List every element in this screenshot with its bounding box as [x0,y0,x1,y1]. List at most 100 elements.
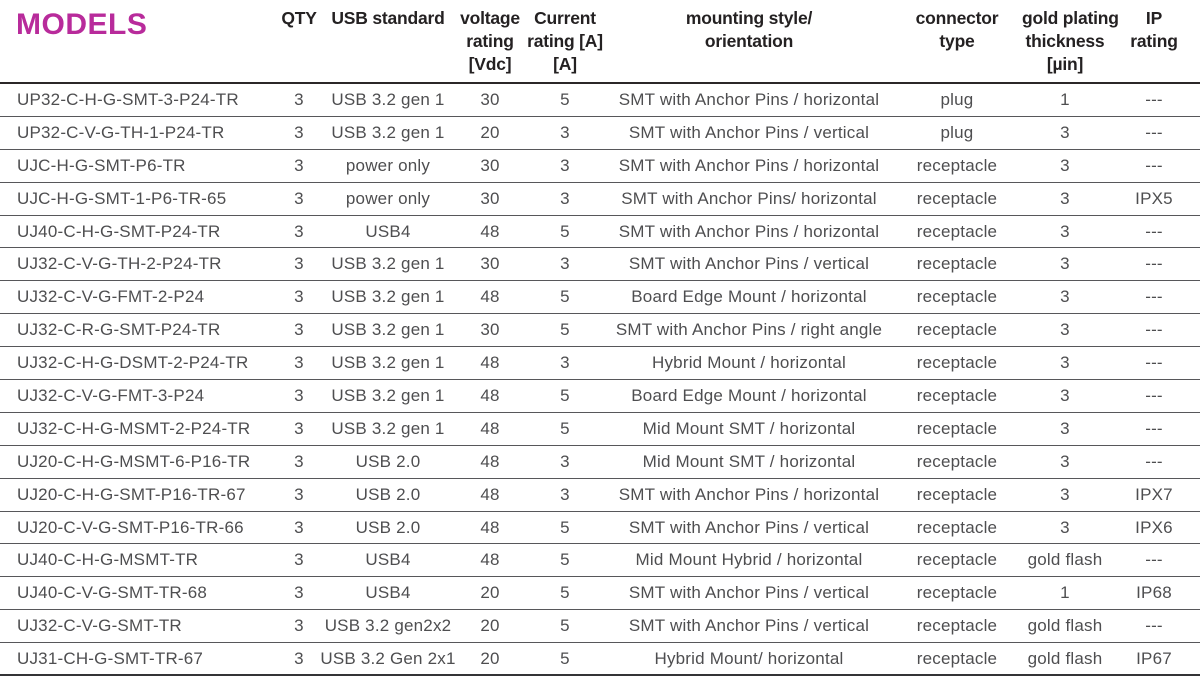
table-row: UJC-H-G-SMT-1-P6-TR-65 3 power only 30 3 SMT … [0,183,1200,216]
table-row: UJ32-C-H-G-DSMT-2-P24-TR 3 USB 3.2 gen 1 48… [0,347,1200,381]
cell-ip: IP68 [1136,583,1172,603]
cell-voltage: 30 [480,188,500,208]
cell-connector: receptacle [916,484,998,504]
cell-connector: receptacle [916,550,998,570]
cell-qty: 3 [294,188,304,208]
cell-qty: 3 [294,155,304,175]
cell-connector: receptacle [916,188,998,208]
cell-gold: 3 [1060,320,1070,340]
table-body: UP32-C-H-G-SMT-3-P24-TR 3 USB 3.2 gen 1 30 5… [0,84,1200,677]
cell-voltage: 30 [480,320,500,340]
cell-usb: USB 3.2 gen2x2 [324,616,452,636]
cell-usb: USB4 [365,550,411,570]
cell-qty: 3 [294,550,304,570]
column-header-mounting: mounting style/orientation [606,7,892,53]
cell-ip: --- [1145,320,1163,340]
cell-gold: 3 [1060,353,1070,373]
cell-connector: receptacle [916,320,998,340]
cell-qty: 3 [294,484,304,504]
cell-usb: USB 3.2 gen 1 [331,254,445,274]
table-row: UP32-C-H-G-SMT-3-P24-TR 3 USB 3.2 gen 1 30 5… [0,84,1200,117]
cell-current: 5 [560,648,570,668]
cell-ip: --- [1145,353,1163,373]
cell-usb: USB4 [365,221,411,241]
cell-usb: USB 3.2 gen 1 [331,385,445,405]
cell-connector: receptacle [916,287,998,307]
cell-model: UJ32-C-R-G-SMT-P24-TR [17,320,221,340]
table-row: UJ32-C-V-G-FMT-3-P24 3 USB 3.2 gen 1 48 5 Boa… [0,380,1200,413]
cell-mounting: SMT with Anchor Pins / vertical [628,583,870,603]
cell-mounting: SMT with Anchor Pins / horizontal [618,221,880,241]
cell-qty: 3 [294,221,304,241]
cell-voltage: 48 [480,451,500,471]
cell-connector: receptacle [916,517,998,537]
column-header-line: rating [466,31,514,51]
cell-ip: IP67 [1136,648,1172,668]
cell-voltage: 20 [480,122,500,142]
cell-usb: USB 3.2 gen 1 [331,418,445,438]
cell-current: 5 [560,287,570,307]
cell-voltage: 48 [480,385,500,405]
cell-qty: 3 [294,353,304,373]
cell-current: 3 [560,254,570,274]
cell-usb: USB 2.0 [355,451,421,471]
cell-connector: receptacle [916,616,998,636]
column-header-line: thickness [1025,31,1105,51]
cell-voltage: 48 [480,517,500,537]
cell-voltage: 30 [480,254,500,274]
cell-usb: USB 3.2 Gen 2x1 [320,648,456,668]
cell-ip: IPX6 [1135,517,1173,537]
cell-mounting: Board Edge Mount / horizontal [631,287,867,307]
cell-mounting: SMT with Anchor Pins / horizontal [618,155,880,175]
cell-qty: 3 [294,583,304,603]
cell-model: UJ40-C-H-G-SMT-P24-TR [17,221,221,241]
table-row: UJ32-C-V-G-TH-2-P24-TR 3 USB 3.2 gen 1 30 3 S… [0,248,1200,282]
table-row: UP32-C-V-G-TH-1-P24-TR 3 USB 3.2 gen 1 20 3 S… [0,117,1200,150]
column-header-line: type [939,31,975,51]
cell-model: UJ40-C-V-G-SMT-TR-68 [17,583,208,603]
cell-voltage: 48 [480,287,500,307]
column-header-gold: gold plating thickness [µin] [1022,7,1119,76]
cell-current: 3 [560,353,570,373]
cell-current: 5 [560,89,570,109]
table-row: UJ32-C-V-G-SMT-TR 3 USB 3.2 gen2x2 20 5 SMT w… [0,610,1200,644]
cell-model: UJ32-C-H-G-DSMT-2-P24-TR [17,353,249,373]
cell-mounting: Hybrid Mount/ horizontal [654,648,844,668]
cell-mounting: SMT with Anchor Pins/ horizontal [621,188,877,208]
cell-gold: 3 [1060,287,1070,307]
table-row: UJ32-C-R-G-SMT-P24-TR 3 USB 3.2 gen 1 30 5 SM… [0,314,1200,348]
cell-usb: USB 3.2 gen 1 [331,320,445,340]
column-header-qty: QTY [278,7,320,30]
table-row: UJC-H-G-SMT-P6-TR 3 power only 30 3 SMT with … [0,150,1200,183]
cell-qty: 3 [294,451,304,471]
cell-voltage: 30 [480,155,500,175]
cell-ip: --- [1145,451,1163,471]
cell-usb: USB 2.0 [355,484,421,504]
column-header-line: [Vdc] [468,54,512,74]
cell-usb: USB 3.2 gen 1 [331,287,445,307]
column-header-ip: IP rating [1108,7,1200,53]
cell-connector: receptacle [916,583,998,603]
cell-gold: 3 [1060,155,1070,175]
table-row: UJ20-C-H-G-SMT-P16-TR-67 3 USB 2.0 48 3 SMT w… [0,479,1200,512]
column-header-line: QTY [281,8,317,28]
cell-voltage: 48 [480,550,500,570]
cell-model: UJ32-C-V-G-FMT-3-P24 [17,385,205,405]
cell-model: UJC-H-G-SMT-P6-TR [17,155,186,175]
cell-usb: power only [345,155,431,175]
cell-ip: --- [1145,418,1163,438]
cell-gold: 3 [1060,451,1070,471]
column-header-line: rating [1130,31,1178,51]
cell-gold: 3 [1060,418,1070,438]
cell-ip: --- [1145,254,1163,274]
cell-gold: 3 [1060,221,1070,241]
cell-current: 3 [560,451,570,471]
cell-ip: --- [1145,122,1163,142]
cell-current: 5 [560,418,570,438]
column-header-line: rating [A] [527,31,603,51]
cell-gold: 3 [1060,188,1070,208]
column-header-line: voltage [460,8,520,28]
cell-current: 3 [560,155,570,175]
column-header-line: [µin] [1046,54,1084,74]
cell-voltage: 20 [480,616,500,636]
